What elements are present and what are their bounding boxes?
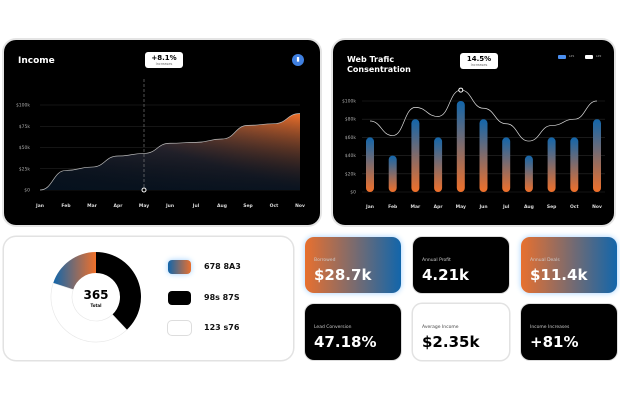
- x-tick-label: Jul: [192, 203, 200, 209]
- stat-label: Annual Profit: [422, 258, 451, 263]
- y-tick-label: $0: [24, 188, 30, 194]
- income-tooltip: +8.1% Increases: [145, 52, 183, 68]
- x-tick-label: Nov: [295, 203, 305, 209]
- stat-annual-deals[interactable]: Annual Deals $11.4k: [521, 237, 617, 293]
- y-tick-label: $40k: [345, 153, 357, 159]
- stat-label: Income Increases: [530, 325, 570, 330]
- stat-borrowed[interactable]: Borrowed $28.7k: [305, 237, 401, 293]
- x-tick-label: Feb: [61, 203, 71, 209]
- y-tick-label: $25k: [19, 166, 31, 172]
- y-tick-label: $60k: [345, 135, 357, 141]
- y-tick-label: $100k: [16, 103, 30, 109]
- bar-jun: [479, 119, 488, 192]
- x-tick-label: Jan: [35, 203, 44, 209]
- stat-label: Lead Conversion: [314, 325, 352, 330]
- x-tick-label: Nov: [592, 204, 602, 210]
- x-tick-label: Apr: [114, 203, 124, 209]
- bar-may: [456, 101, 465, 192]
- stat-value: $11.4k: [530, 266, 588, 284]
- web-traffic-card: Web Trafic Consentration LP1 LP2: [333, 40, 614, 225]
- bar-sep: [547, 137, 556, 192]
- legend-label: 678 8A3: [204, 262, 241, 271]
- web-tooltip: 14.5% Increases: [460, 53, 498, 69]
- bar-oct: [570, 137, 579, 192]
- y-tick-label: $75k: [19, 124, 31, 130]
- donut-total-label: Total: [90, 303, 102, 308]
- stat-value: $28.7k: [314, 266, 372, 284]
- stat-income-increases[interactable]: Income Increases +81%: [521, 304, 617, 360]
- stat-label: Borrowed: [314, 258, 336, 263]
- web-title-line2: Consentration: [347, 65, 411, 74]
- legend-label: 98s 87S: [204, 293, 240, 302]
- legend-swatch-black: [168, 291, 191, 305]
- x-tick-label: May: [456, 204, 466, 210]
- bar-jan: [366, 137, 374, 192]
- tooltip-value: +8.1%: [151, 54, 177, 62]
- donut-slice-gradient: [53, 252, 96, 290]
- stat-value: +81%: [530, 333, 579, 351]
- x-tick-label: Oct: [270, 203, 279, 209]
- stat-value: 4.21k: [422, 266, 469, 284]
- web-title: Web Trafic Consentration: [347, 55, 411, 75]
- x-tick-label: Jul: [502, 204, 510, 210]
- bar-jul: [502, 137, 511, 192]
- x-tick-label: Aug: [217, 203, 227, 209]
- stat-value: $2.35k: [422, 333, 480, 351]
- bar-feb: [388, 155, 397, 192]
- stat-average-income[interactable]: Average Income $2.35k: [413, 304, 509, 360]
- x-tick-label: Aug: [524, 204, 534, 210]
- x-tick-label: Jun: [165, 203, 174, 209]
- stat-label: Average Income: [422, 325, 459, 330]
- x-tick-label: Feb: [388, 204, 398, 210]
- x-tick-label: Oct: [570, 204, 579, 210]
- web-title-line1: Web Trafic: [347, 55, 395, 64]
- x-tick-label: May: [139, 203, 149, 209]
- y-tick-label: $50k: [19, 145, 31, 151]
- bar-aug: [524, 155, 533, 192]
- x-tick-label: Mar: [87, 203, 98, 209]
- tooltip-value: 14.5%: [466, 55, 492, 63]
- x-tick-label: Sep: [547, 204, 557, 210]
- tooltip-label: Increases: [155, 62, 173, 66]
- x-tick-label: Jun: [478, 204, 487, 210]
- legend-label: 123 s76: [204, 323, 240, 332]
- bar-apr: [434, 137, 443, 192]
- legend-swatch-white: [168, 321, 191, 335]
- legend-swatch-gradient: [168, 260, 191, 274]
- donut-slice-black: [96, 252, 142, 330]
- lp2-line: [369, 89, 598, 142]
- y-tick-label: $100k: [342, 99, 356, 105]
- income-title: Income: [18, 56, 55, 66]
- donut-slice-white: [50, 282, 128, 343]
- y-tick-label: $0: [350, 190, 356, 196]
- bar-mar: [411, 119, 420, 192]
- y-tick-label: $20k: [345, 171, 357, 177]
- tooltip-label: Increases: [470, 63, 488, 67]
- x-tick-label: Apr: [434, 204, 444, 210]
- x-tick-label: Sep: [243, 203, 253, 209]
- x-tick-label: Mar: [411, 204, 422, 210]
- legend-lp2-label: LP2: [596, 54, 602, 58]
- highlight-point: [458, 87, 464, 93]
- stat-lead-conversion[interactable]: Lead Conversion 47.18%: [305, 304, 401, 360]
- income-line: [39, 113, 301, 191]
- donut-total: 365: [83, 288, 109, 302]
- bar-chart-icon[interactable]: ▮: [292, 54, 304, 66]
- bar-nov: [593, 119, 601, 192]
- stat-value: 47.18%: [314, 333, 377, 351]
- x-tick-label: Jan: [365, 204, 374, 210]
- stat-annual-profit[interactable]: Annual Profit 4.21k: [413, 237, 509, 293]
- legend-lp2-swatch: [585, 55, 593, 59]
- stat-label: Annual Deals: [530, 258, 560, 263]
- highlight-point: [141, 187, 147, 193]
- legend-lp1-label: LP1: [569, 54, 575, 58]
- y-tick-label: $80k: [345, 117, 357, 123]
- legend-lp1-swatch: [558, 55, 566, 59]
